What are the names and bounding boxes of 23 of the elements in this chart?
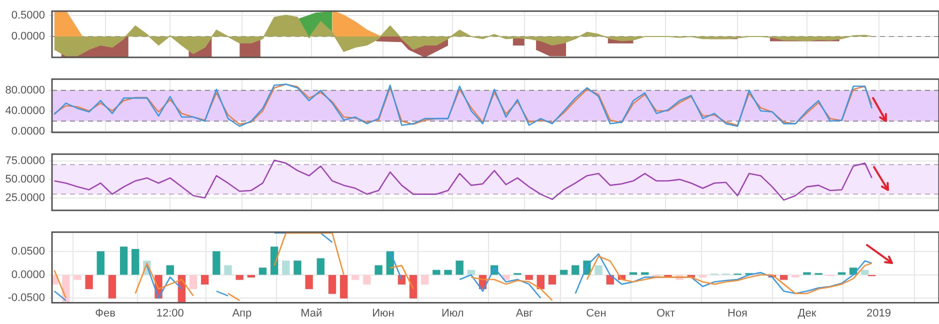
x-tick-label: Сен [586, 307, 606, 320]
y-tick-label: 0.0000 [11, 268, 45, 281]
y-tick-label: 0.5000 [11, 9, 45, 22]
y-tick-label: 40.0000 [5, 104, 45, 117]
y-tick-label: 0.0500 [11, 246, 45, 258]
x-tick-label: Авг [516, 307, 534, 320]
y-tick-label: 0.0000 [11, 30, 45, 43]
y-tick-label: 0.0000 [11, 125, 45, 138]
y-tick-label: 80.0000 [5, 84, 45, 96]
y-tick-label: 75.0000 [5, 155, 45, 168]
y-tick-label: -0.0500 [8, 292, 45, 304]
x-tick-label: Дек [798, 307, 816, 320]
x-tick-label: Май [300, 307, 322, 320]
x-tick-label: 2019 [866, 307, 892, 320]
x-tick-label: 12:00 [156, 307, 184, 320]
x-tick-label: Апр [232, 307, 252, 320]
x-tick-label: Июл [441, 307, 464, 320]
x-tick-label: Фев [95, 307, 116, 320]
x-tick-label: Окт [656, 307, 675, 320]
y-tick-label: 50.0000 [5, 173, 45, 186]
y-tick-label: 25.0000 [5, 192, 45, 204]
x-tick-label: Ноя [728, 307, 748, 320]
x-tick-label: Июн [372, 307, 394, 320]
